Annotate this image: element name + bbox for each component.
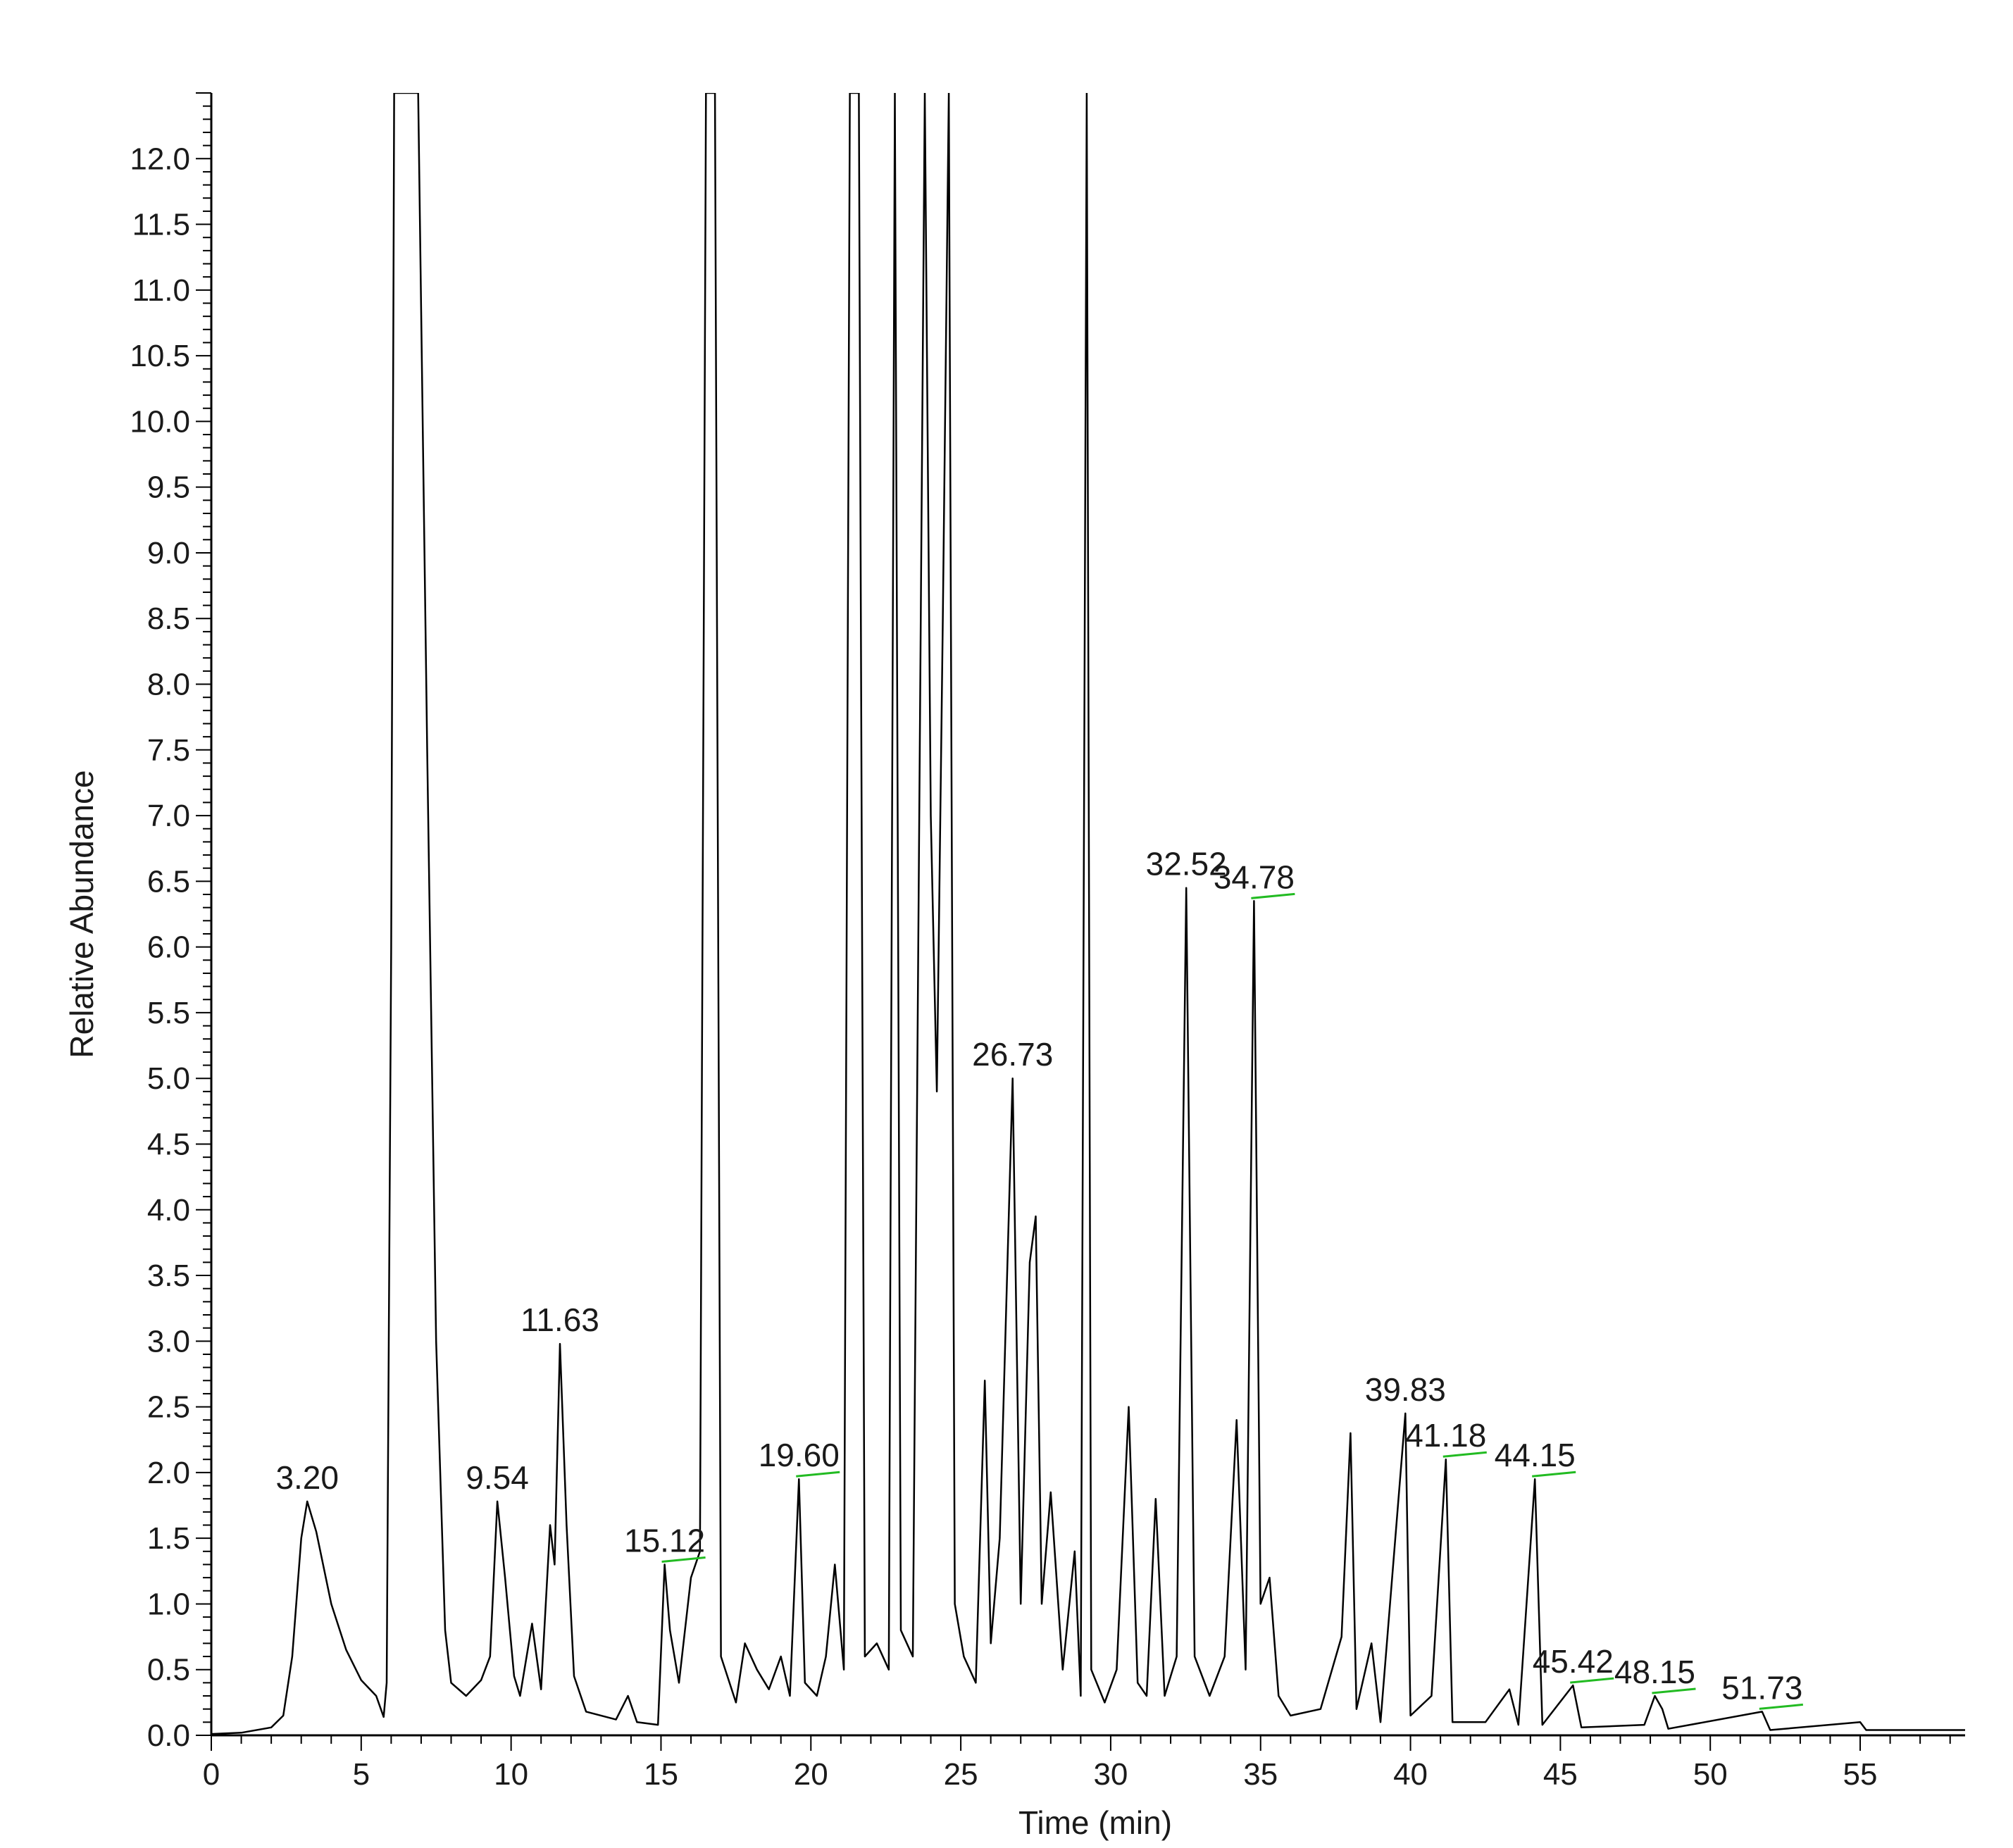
peak-baseline-marker [1759,1703,1803,1710]
y-tick-label: 6.5 [147,864,190,899]
peak-label: 45.42 [1533,1643,1614,1680]
peak-label: 32.52 [1146,846,1227,882]
x-tick-label: 30 [1093,1757,1128,1792]
y-tick-label: 10.5 [130,339,190,373]
x-tick-label: 35 [1243,1757,1278,1792]
y-tick-label: 0.0 [147,1718,190,1753]
y-tick-label: 7.0 [147,799,190,833]
x-tick-label: 50 [1693,1757,1728,1792]
peak-label: 15.12 [624,1522,705,1559]
peak-label: 3.20 [275,1459,339,1496]
peak-baseline-marker [661,1556,706,1563]
peak-baseline-marker [1532,1471,1576,1478]
peak-label: 9.54 [466,1459,529,1496]
y-tick-label: 7.5 [147,733,190,768]
y-tick-label: 4.5 [147,1127,190,1161]
x-tick-label: 10 [494,1757,528,1792]
y-tick-label: 9.0 [147,536,190,570]
x-tick-label: 40 [1393,1757,1428,1792]
y-tick-label: 12.0 [130,142,190,176]
plot-area [211,93,1965,1735]
peak-label: 26.73 [972,1036,1053,1073]
peak-label: 34.78 [1214,859,1295,895]
y-axis-title: Relative Abundance [63,770,100,1058]
peak-baseline-marker [1570,1677,1614,1684]
y-tick-label: 5.0 [147,1061,190,1096]
y-tick-label: 3.5 [147,1259,190,1293]
peak-baseline-marker [796,1471,840,1478]
x-tick-label: 15 [644,1757,678,1792]
y-tick-label: 8.5 [147,601,190,636]
peak-baseline-marker [1652,1687,1696,1694]
peak-label: 11.63 [521,1301,599,1338]
peak-label: 39.83 [1365,1371,1446,1408]
chromatogram-trace [211,93,1965,1735]
y-tick-label: 11.5 [132,208,190,242]
peak-label: 44.15 [1495,1437,1576,1473]
x-axis-title: Time (min) [1018,1804,1172,1841]
peak-label: 48.15 [1614,1654,1695,1690]
y-tick-label: 11.0 [132,273,190,308]
y-tick-label: 6.0 [147,930,190,965]
peak-baseline-marker [1442,1451,1487,1458]
y-tick-label: 9.5 [147,470,190,505]
y-tick-label: 2.5 [147,1390,190,1425]
x-tick-label: 25 [944,1757,978,1792]
peak-label: 19.60 [759,1437,840,1473]
x-tick-label: 5 [353,1757,370,1792]
y-tick-label: 4.0 [147,1193,190,1228]
x-tick-label: 55 [1843,1757,1878,1792]
y-tick-label: 8.0 [147,668,190,702]
y-tick-label: 3.0 [147,1324,190,1359]
x-tick-label: 20 [794,1757,828,1792]
peak-baseline-marker [1251,892,1295,899]
y-tick-label: 10.0 [130,404,190,439]
y-tick-label: 2.0 [147,1456,190,1490]
x-axis: 0 5 10 15 20 25 30 35 40 45 50 55 [203,1734,1965,1792]
x-tick-label: 0 [203,1757,220,1792]
peak-label: 51.73 [1721,1669,1802,1706]
y-tick-label: 1.5 [147,1521,190,1556]
y-tick-label: 5.5 [147,996,190,1030]
y-tick-label: 0.5 [147,1653,190,1687]
peak-label: 41.18 [1405,1417,1486,1454]
x-tick-label: 45 [1543,1757,1578,1792]
y-axis: 0.0 0.5 1.0 1.5 2.0 2.5 3.0 3.5 4.0 4.5 5.0 5.5 6.0 6… [130,92,213,1753]
y-tick-label: 1.0 [147,1587,190,1621]
